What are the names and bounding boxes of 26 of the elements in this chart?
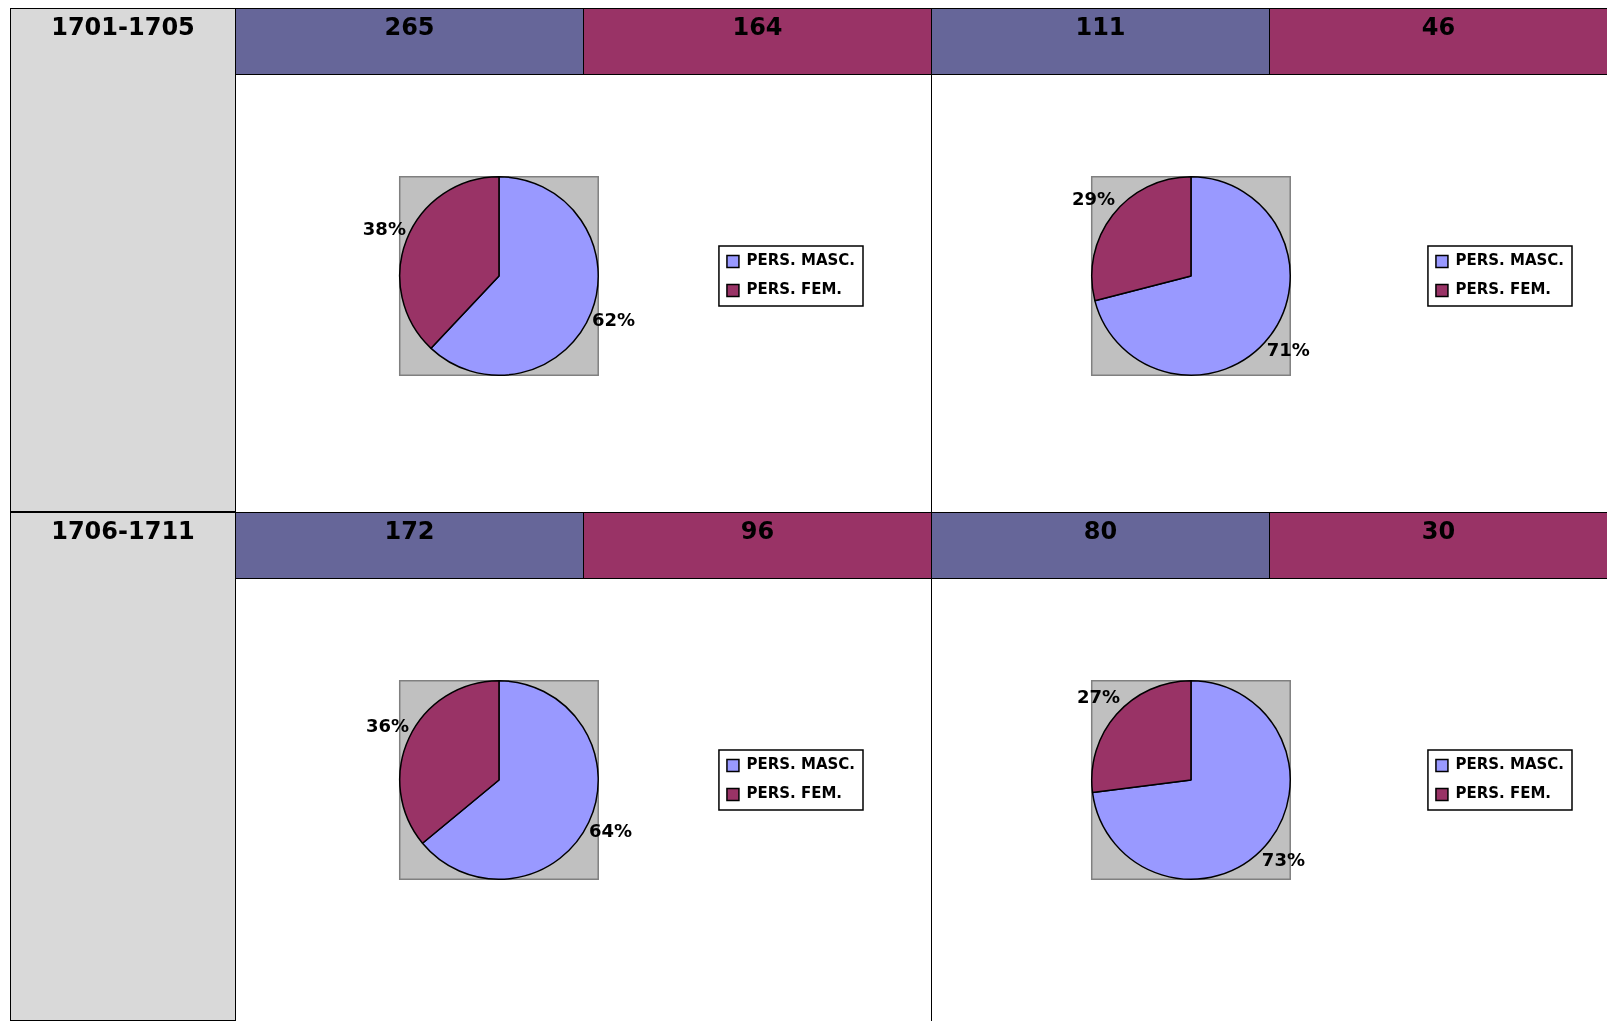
data-label: 38%: [362, 218, 406, 240]
text: 30: [1269, 512, 1607, 579]
legend-label: PERS. FEM.: [1455, 784, 1552, 803]
data-label: 27%: [1076, 686, 1121, 708]
text: 46: [1269, 8, 1607, 75]
text: 265: [235, 8, 584, 75]
text: 111: [931, 8, 1270, 75]
legend-label: PERS. FEM.: [746, 280, 843, 299]
data-label: 73%: [1261, 849, 1305, 871]
text: 164: [583, 8, 932, 75]
legend-label: PERS. FEM.: [1455, 280, 1552, 299]
legend-label: PERS. MASC.: [746, 251, 855, 270]
data-label: 62%: [592, 309, 636, 331]
text: 1701-1705: [10, 8, 236, 512]
text: 1706-1711: [10, 512, 236, 1021]
text: 80: [931, 512, 1270, 579]
legend-label: PERS. FEM.: [746, 784, 843, 803]
legend-label: PERS. MASC.: [1455, 251, 1564, 270]
data-label: 71%: [1266, 339, 1310, 361]
legend-label: PERS. MASC.: [1455, 755, 1564, 774]
text: 96: [583, 512, 932, 579]
text: 172: [235, 512, 584, 579]
data-label: 29%: [1072, 188, 1116, 210]
data-label: 36%: [365, 715, 409, 737]
legend-label: PERS. MASC.: [746, 755, 855, 774]
data-label: 64%: [588, 820, 633, 842]
